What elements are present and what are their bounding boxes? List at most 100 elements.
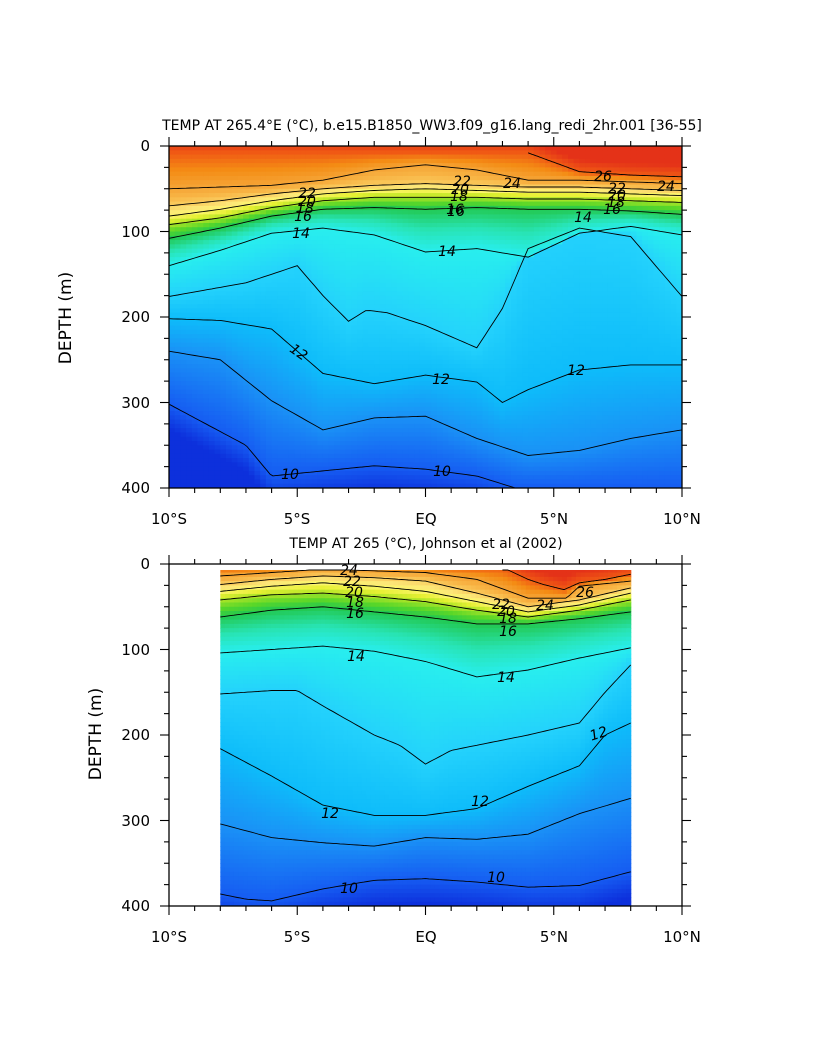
temperature-cell [454, 299, 461, 305]
temperature-cell [448, 257, 455, 263]
temperature-cell [322, 376, 330, 382]
temperature-cell [334, 299, 341, 305]
temperature-cell [237, 325, 244, 331]
temperature-cell [345, 158, 352, 164]
temperature-cell [436, 483, 444, 488]
temperature-cell [191, 466, 199, 472]
temperature-cell [203, 150, 210, 156]
temperature-cell [220, 393, 227, 399]
temperature-cell [231, 210, 238, 216]
temperature-cell [471, 372, 478, 378]
temperature-cell [300, 261, 307, 267]
temperature-cell [454, 167, 461, 173]
temperature-cell [505, 248, 512, 254]
temperature-cell [448, 402, 455, 408]
temperature-cell [208, 411, 216, 416]
temperature-cell [328, 389, 335, 395]
temperature-cell [265, 218, 273, 224]
temperature-cell [220, 470, 227, 476]
temperature-cell [191, 235, 199, 241]
temperature-cell [442, 321, 449, 327]
temperature-cell [231, 227, 238, 233]
temperature-cell [243, 184, 250, 190]
temperature-cell [243, 376, 250, 382]
temperature-cell [169, 244, 176, 250]
temperature-cell [317, 440, 324, 446]
temperature-cell [425, 449, 432, 455]
temperature-cell [186, 393, 193, 399]
temperature-cell [516, 423, 523, 429]
temperature-cell [374, 193, 381, 198]
temperature-cell [493, 466, 501, 472]
temperature-cell [237, 355, 244, 361]
temperature-cell [300, 449, 307, 455]
temperature-cell [362, 453, 370, 459]
temperature-cell [516, 257, 523, 263]
temperature-cell [505, 423, 512, 429]
temperature-cell [419, 163, 427, 168]
temperature-cell [288, 299, 295, 305]
temperature-cell [397, 364, 404, 369]
temperature-cell [277, 287, 284, 292]
temperature-cell [197, 188, 204, 194]
temperature-cell [471, 188, 478, 194]
temperature-cell [357, 466, 364, 472]
temperature-cell [476, 406, 484, 412]
temperature-cell [203, 218, 210, 224]
temperature-cell [368, 346, 375, 352]
temperature-cell [311, 329, 318, 335]
temperature-cell [482, 265, 489, 271]
temperature-cell [203, 308, 210, 314]
temperature-cell [237, 428, 244, 434]
temperature-cell [248, 364, 256, 369]
temperature-cell [203, 154, 210, 160]
temperature-cell [237, 359, 244, 365]
temperature-cell [476, 248, 484, 254]
temperature-cell [442, 470, 449, 476]
temperature-cell [362, 244, 370, 250]
temperature-cell [391, 214, 398, 220]
temperature-cell [476, 222, 484, 228]
temperature-cell [174, 167, 181, 173]
temperature-cell [419, 299, 427, 305]
temperature-cell [305, 180, 313, 186]
temperature-cell [197, 235, 204, 241]
temperature-cell [397, 398, 404, 404]
temperature-cell [488, 308, 495, 314]
temperature-cell [431, 312, 438, 318]
temperature-cell [476, 171, 484, 177]
temperature-cell [488, 355, 495, 361]
temperature-cell [311, 304, 318, 310]
temperature-cell [465, 462, 472, 468]
temperature-cell [226, 440, 233, 446]
temperature-cell [254, 291, 261, 297]
temperature-cell [357, 411, 364, 416]
temperature-cell [294, 146, 301, 151]
temperature-cell [448, 171, 455, 177]
temperature-cell [283, 458, 290, 463]
temperature-cell [488, 376, 495, 382]
temperature-cell [351, 295, 358, 301]
temperature-cell [220, 171, 227, 177]
temperature-cell [488, 218, 495, 224]
temperature-cell [191, 175, 199, 181]
temperature-cell [237, 445, 244, 451]
temperature-cell [288, 252, 295, 258]
temperature-cell [408, 483, 415, 488]
temperature-cell [499, 291, 506, 297]
temperature-cell [493, 154, 501, 160]
temperature-cell [397, 462, 404, 468]
temperature-cell [459, 299, 466, 305]
temperature-cell [454, 321, 461, 327]
temperature-cell [271, 423, 278, 429]
temperature-cell [471, 222, 478, 228]
temperature-cell [169, 351, 176, 357]
temperature-cell [288, 423, 295, 429]
temperature-cell [471, 342, 478, 348]
temperature-cell [414, 359, 421, 365]
temperature-cell [499, 475, 506, 481]
temperature-cell [402, 470, 409, 476]
temperature-cell [180, 227, 187, 233]
temperature-cell [231, 389, 238, 395]
temperature-cell [442, 167, 449, 173]
